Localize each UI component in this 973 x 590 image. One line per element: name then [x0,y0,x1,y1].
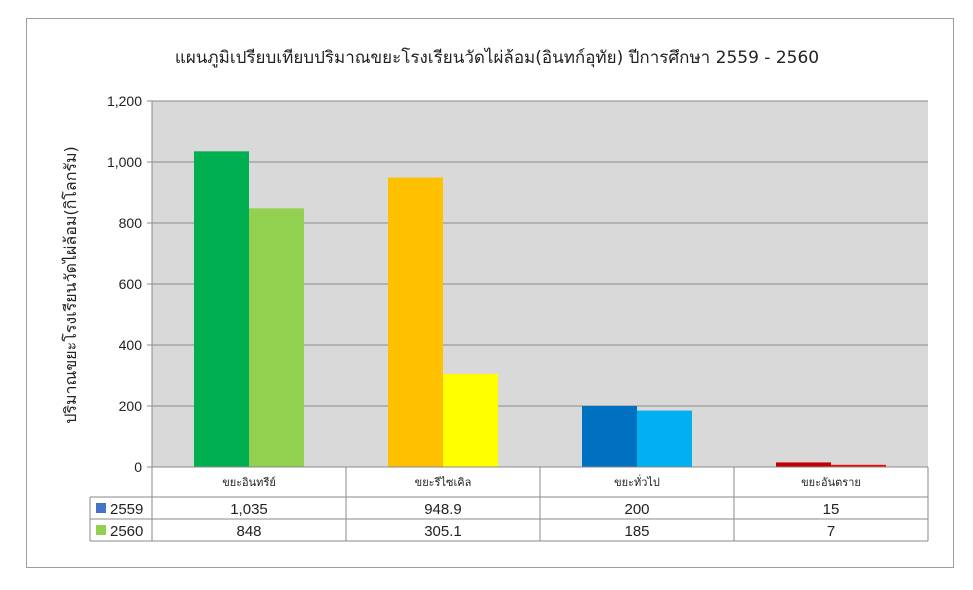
y-tick-label: 400 [119,337,143,353]
category-label: ขยะอันตราย [801,476,861,489]
table-value: 185 [624,523,649,540]
chart-title: แผนภูมิเปรียบเทียบปริมาณขยะโรงเรียนวัดไผ… [175,47,819,68]
table-value: 848 [236,523,261,540]
bar-2559-3 [582,406,637,467]
bar-2559-2 [388,177,443,467]
bar-2559-4 [776,462,831,467]
category-label: ขยะรีไซเคิล [415,476,472,489]
y-tick-label: 200 [119,398,143,414]
category-label: ขยะทั่วไป [614,474,660,489]
y-tick-label: 800 [119,215,143,231]
legend-swatch-2559 [96,503,106,513]
y-tick-label: 600 [119,276,143,292]
data-table: ขยะอินทรีย์ ขยะรีไซเคิล ขยะทั่วไป ขยะอันตรา… [89,466,929,542]
table-value: 7 [827,523,835,540]
bars [194,151,886,468]
table-value: 1,035 [230,501,268,518]
y-tick-label: 0 [134,459,142,475]
bar-2560-1 [249,208,304,468]
legend-label-2559: 2559 [110,501,143,518]
y-axis-title: ปริมาณขยะโรงเรียนวัดไผ่ล้อม(กิโลกรัม) [61,146,80,424]
bar-2560-2 [443,373,498,467]
bar-2560-3 [637,410,692,467]
y-axis-ticks: 0 200 400 600 800 1,000 1,200 [107,93,142,475]
legend-label-2560: 2560 [110,523,143,540]
bar-2560-4 [831,464,886,467]
table-value: 948.9 [424,501,462,518]
category-label: ขยะอินทรีย์ [222,476,276,489]
table-value: 200 [624,501,649,518]
bar-2559-1 [194,151,249,467]
y-tick-label: 1,000 [107,154,142,170]
legend-swatch-2560 [96,525,106,535]
table-value: 305.1 [424,523,462,540]
y-tick-label: 1,200 [107,93,142,109]
table-value: 15 [823,501,840,518]
